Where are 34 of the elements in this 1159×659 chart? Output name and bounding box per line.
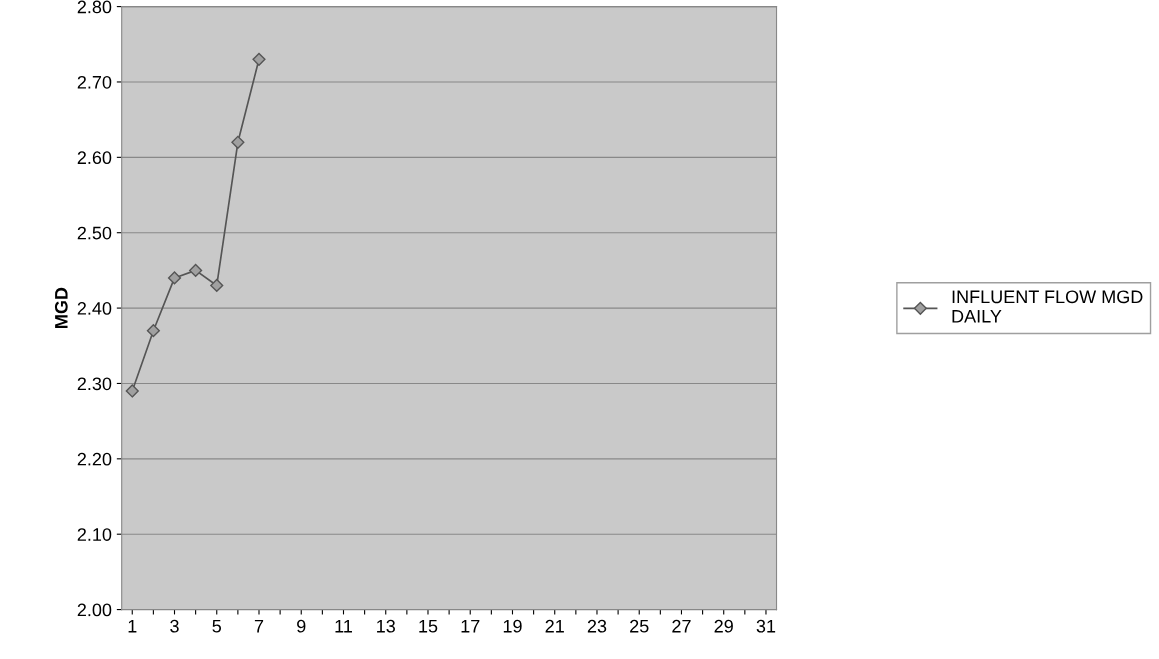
- y-tick-label: 2.60: [77, 151, 112, 165]
- x-tick-label: 13: [377, 619, 395, 633]
- x-tick-label: 3: [170, 619, 179, 633]
- x-tick-label: 27: [672, 619, 691, 633]
- x-tick-label: 1: [128, 619, 137, 633]
- x-tick-label: 17: [461, 619, 480, 633]
- y-tick-label: 2.20: [77, 452, 112, 466]
- x-tick-label: 19: [503, 619, 522, 633]
- point: [231, 135, 245, 149]
- y-tick-label: 2.50: [77, 226, 112, 240]
- y-tick-label: 2.00: [77, 603, 112, 617]
- y-axis-title: MGD: [54, 287, 68, 328]
- x-tick-label: 25: [630, 619, 649, 633]
- point: [210, 278, 224, 293]
- x-tick-label: 5: [212, 619, 222, 633]
- point: [167, 271, 182, 285]
- point: [189, 263, 203, 277]
- y-tick-label: 2.10: [77, 528, 112, 541]
- x-tick-label: 31: [756, 619, 776, 633]
- x-tick-label: 7: [254, 619, 264, 633]
- y-tick-label: 2.80: [77, 0, 112, 14]
- x-tick-label: 23: [587, 619, 607, 633]
- x-tick-label: 21: [545, 619, 564, 633]
- point: [146, 324, 160, 338]
- y-tick-label: 2.30: [77, 377, 112, 391]
- legend-label: INFLUENT FLOW MGD DAILY: [952, 290, 1143, 323]
- x-tick-label: 15: [419, 619, 438, 633]
- point: [252, 52, 266, 66]
- y-tick-label: 2.70: [77, 75, 112, 89]
- x-tick-label: 9: [297, 619, 306, 633]
- x-tick-label: 11: [335, 619, 352, 633]
- point: [125, 384, 139, 398]
- x-tick-label: 29: [714, 619, 733, 633]
- y-tick-label: 2.40: [77, 302, 112, 315]
